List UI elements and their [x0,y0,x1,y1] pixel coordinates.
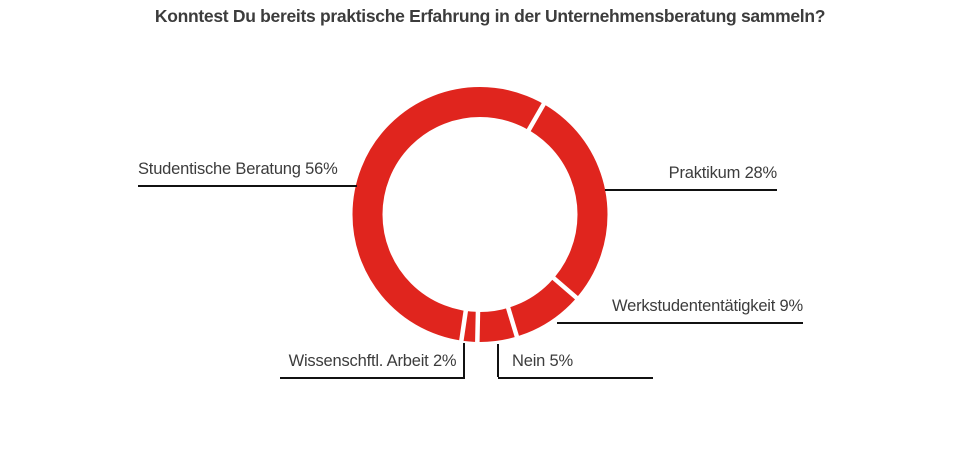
callout-wissenschftl-arbeit-label: Wissenschftl. Arbeit 2% [288,352,457,370]
callout-nein: Nein 5% [498,352,653,379]
callout-werkstudententaetigkeit: Werkstudententätigkeit 9% [557,297,803,324]
callout-studentische-beratung-label: Studentische Beratung 56% [138,160,338,178]
callout-studentische-beratung: Studentische Beratung 56% [138,160,357,187]
callout-werkstudententaetigkeit-label: Werkstudententätigkeit 9% [612,297,803,315]
chart-title: Konntest Du bereits praktische Erfahrung… [154,6,826,26]
callout-praktikum-label: Praktikum 28% [668,164,778,182]
callout-nein-label: Nein 5% [512,352,573,370]
leader-line-nein [497,344,499,377]
callout-wissenschftl-arbeit: Wissenschftl. Arbeit 2% [280,352,465,379]
callout-praktikum: Praktikum 28% [605,164,777,191]
leader-line-wissenschftl-arbeit [463,343,465,377]
